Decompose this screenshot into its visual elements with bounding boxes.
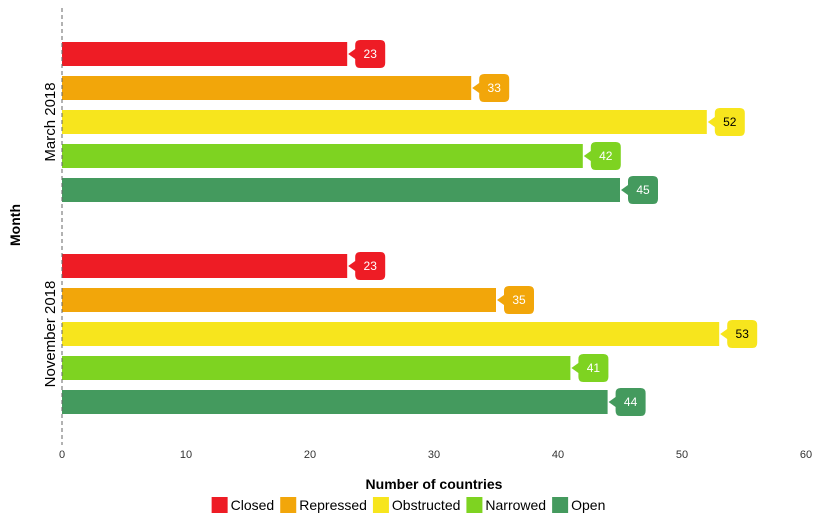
x-tick-label: 20 <box>304 449 316 461</box>
data-label-bubble-march-2018-closed <box>348 40 386 68</box>
legend-label-narrowed: Narrowed <box>485 497 546 513</box>
data-label-november-2018-repressed: 35 <box>512 293 526 307</box>
data-label-november-2018-open: 44 <box>624 395 638 409</box>
legend-swatch-narrowed <box>466 497 483 513</box>
data-label-march-2018-obstructed: 52 <box>723 115 737 129</box>
category-label-november-2018: November 2018 <box>42 281 59 388</box>
bar-march-2018-repressed <box>62 76 472 100</box>
legend-swatch-open <box>552 497 569 513</box>
x-tick-label: 10 <box>180 449 192 461</box>
bar-november-2018-narrowed <box>62 356 571 380</box>
x-tick-label: 40 <box>552 449 564 461</box>
x-tick-label: 50 <box>676 449 688 461</box>
legend-item-open: Open <box>552 497 605 513</box>
data-label-bubble-march-2018-narrowed <box>583 142 621 170</box>
data-label-march-2018-open: 45 <box>636 183 650 197</box>
bar-march-2018-narrowed <box>62 144 583 168</box>
legend-label-repressed: Repressed <box>299 497 367 513</box>
legend: Closed Repressed Obstructed Narrowed Open <box>211 497 605 513</box>
bars-layer <box>62 42 720 414</box>
legend-swatch-repressed <box>280 497 297 513</box>
bar-november-2018-repressed <box>62 288 496 312</box>
x-axis-title: Number of countries <box>366 476 503 492</box>
legend-label-obstructed: Obstructed <box>392 497 460 513</box>
x-tick-label: 60 <box>800 449 812 461</box>
bar-november-2018-closed <box>62 254 348 278</box>
data-label-march-2018-closed: 23 <box>364 47 378 61</box>
legend-item-closed: Closed <box>211 497 275 513</box>
data-label-bubble-november-2018-repressed <box>497 286 534 314</box>
bar-november-2018-obstructed <box>62 322 720 346</box>
x-axis-ticks: 0 10 20 30 40 50 60 <box>59 449 812 461</box>
legend-swatch-closed <box>211 497 228 513</box>
data-label-bubble-november-2018-obstructed <box>720 320 758 348</box>
category-labels: March 2018 November 2018 <box>42 82 59 387</box>
bar-november-2018-open <box>62 390 608 414</box>
data-label-bubble-march-2018-obstructed <box>707 108 745 136</box>
data-label-bubble-november-2018-open <box>608 388 646 416</box>
data-label-november-2018-closed: 23 <box>364 259 378 273</box>
bar-march-2018-closed <box>62 42 348 66</box>
bar-march-2018-open <box>62 178 620 202</box>
data-labels-layer: 23 33 52 42 45 23 35 53 41 44 <box>348 40 758 416</box>
legend-label-open: Open <box>571 497 605 513</box>
x-tick-label: 0 <box>59 449 65 461</box>
category-label-march-2018: March 2018 <box>42 82 59 161</box>
bar-march-2018-obstructed <box>62 110 707 134</box>
data-label-bubble-march-2018-repressed <box>472 74 510 102</box>
data-label-bubble-march-2018-open <box>621 176 658 204</box>
legend-item-narrowed: Narrowed <box>466 497 546 513</box>
data-label-march-2018-repressed: 33 <box>488 81 502 95</box>
x-tick-label: 30 <box>428 449 440 461</box>
data-label-bubble-november-2018-narrowed <box>571 354 609 382</box>
data-label-november-2018-obstructed: 53 <box>736 327 750 341</box>
data-label-november-2018-narrowed: 41 <box>587 361 601 375</box>
data-label-march-2018-narrowed: 42 <box>599 149 613 163</box>
legend-label-closed: Closed <box>231 497 275 513</box>
data-label-bubble-november-2018-closed <box>348 252 386 280</box>
legend-swatch-obstructed <box>372 497 389 513</box>
legend-item-obstructed: Obstructed <box>372 497 460 513</box>
y-axis-title: Month <box>7 204 23 246</box>
legend-item-repressed: Repressed <box>280 497 367 513</box>
